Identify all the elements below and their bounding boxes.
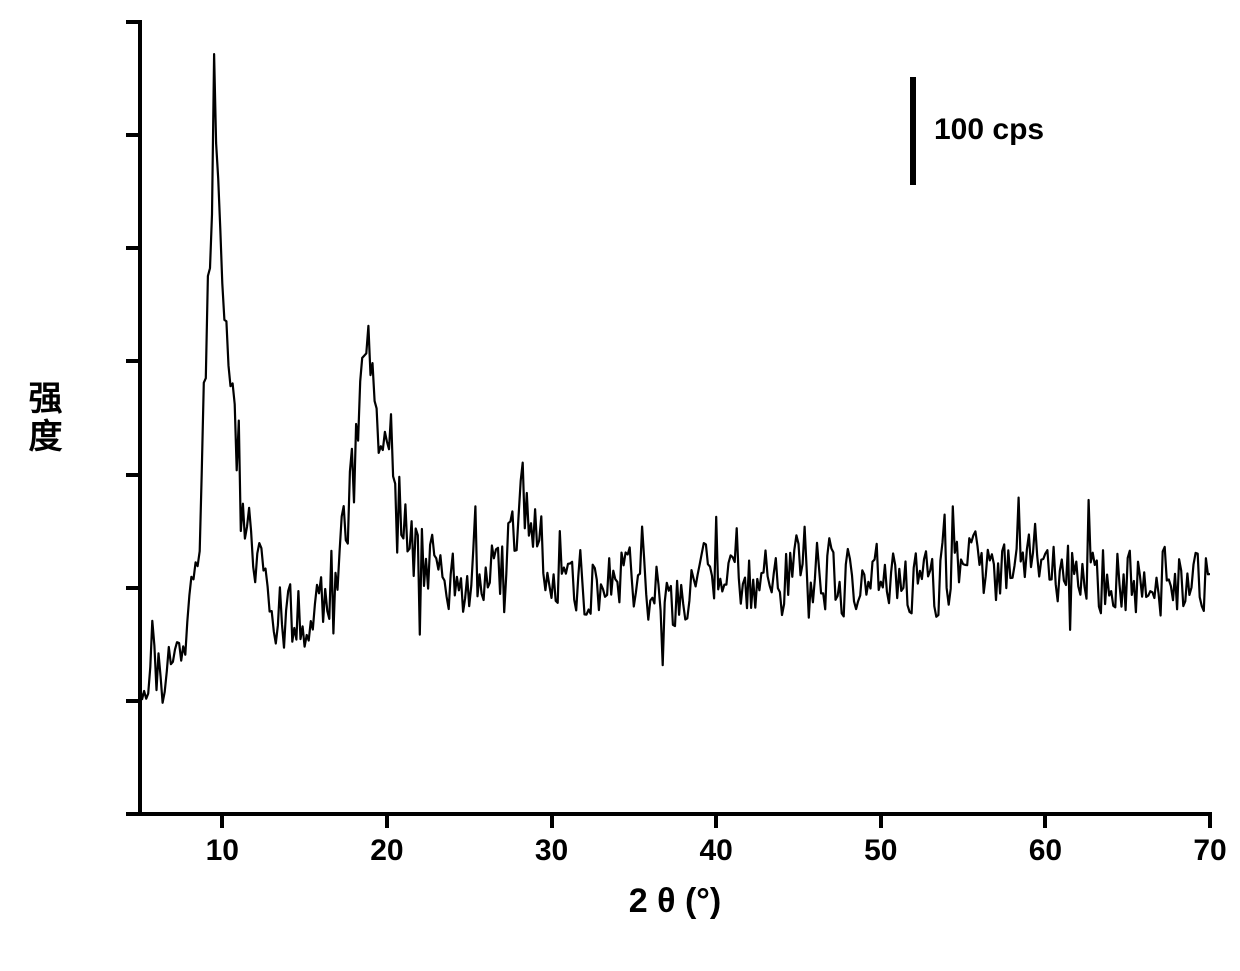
y-tick — [126, 359, 140, 363]
x-tick-label: 20 — [370, 834, 403, 868]
xrd-polyline — [140, 54, 1210, 703]
y-tick — [126, 699, 140, 703]
y-tick — [126, 133, 140, 137]
x-tick — [550, 814, 554, 828]
y-axis-line — [138, 20, 142, 816]
x-tick-label: 10 — [206, 834, 239, 868]
x-axis-label: 2 θ (°) — [140, 882, 1210, 921]
x-tick — [1043, 814, 1047, 828]
x-tick-label: 40 — [699, 834, 732, 868]
y-tick — [126, 473, 140, 477]
scale-bar-line — [910, 77, 916, 185]
y-tick — [126, 586, 140, 590]
x-tick-label: 50 — [864, 834, 897, 868]
xrd-trace — [140, 22, 1210, 814]
x-tick — [714, 814, 718, 828]
x-tick — [1208, 814, 1212, 828]
y-tick — [126, 246, 140, 250]
x-axis-line — [138, 812, 1212, 816]
y-tick — [126, 812, 140, 816]
x-tick — [385, 814, 389, 828]
x-tick-label: 30 — [535, 834, 568, 868]
scale-bar-label: 100 cps — [934, 113, 1044, 147]
y-tick — [126, 20, 140, 24]
x-tick-label: 70 — [1193, 834, 1226, 868]
x-tick — [879, 814, 883, 828]
x-tick-label: 60 — [1029, 834, 1062, 868]
plot-area — [140, 22, 1210, 814]
x-tick — [220, 814, 224, 828]
xrd-figure: 强度 2 θ (°) 100 cps 10 20 30 40 50 60 70 — [0, 0, 1240, 971]
y-axis-label: 强度 — [18, 260, 67, 577]
